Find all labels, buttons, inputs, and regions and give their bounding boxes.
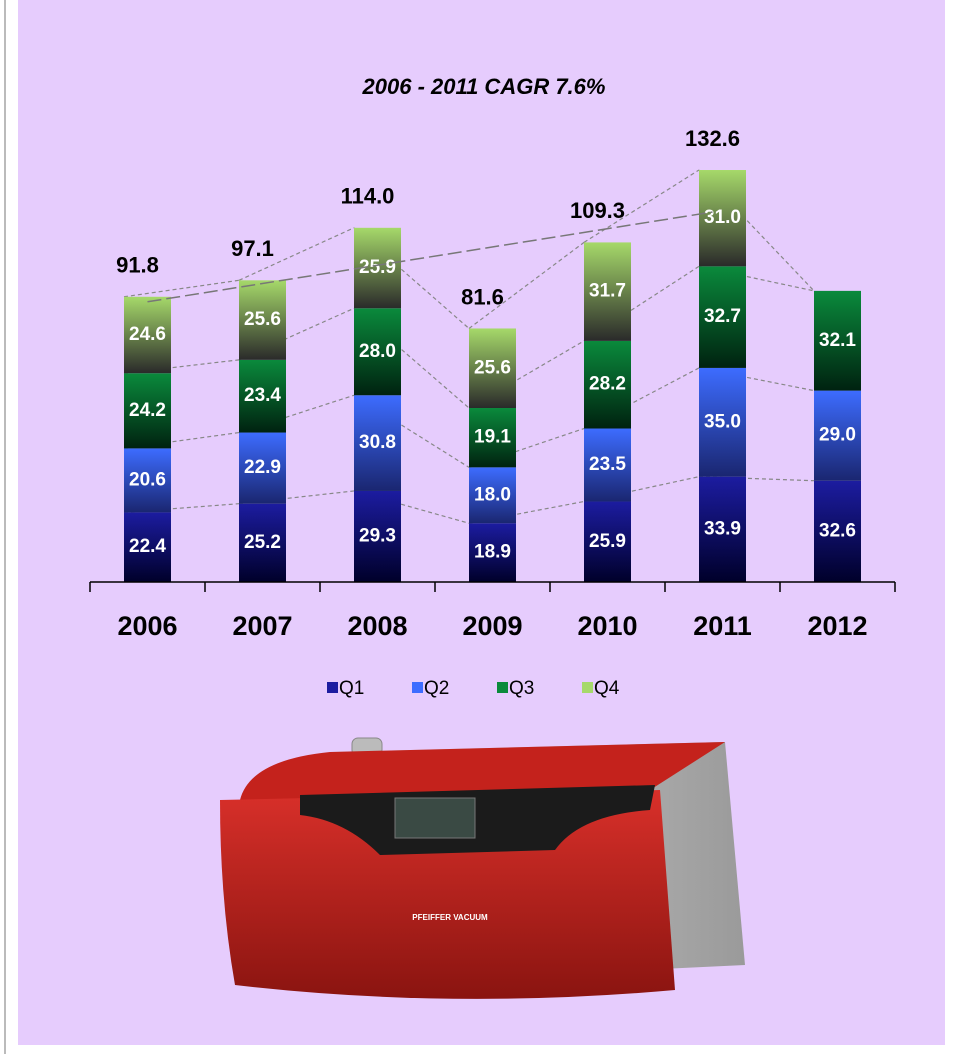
segment-label: 24.2 — [129, 400, 166, 421]
bar-segment — [814, 390, 861, 481]
segment-label: 30.8 — [359, 432, 396, 453]
segment-label: 25.9 — [589, 531, 626, 552]
legend-label: Q2 — [424, 678, 449, 699]
connector — [583, 476, 700, 503]
segment-label: 32.7 — [704, 306, 741, 327]
bar-segment — [699, 367, 746, 477]
bar-segment — [584, 242, 631, 341]
legend-label: Q1 — [339, 678, 364, 699]
segment-label: 29.0 — [819, 425, 856, 446]
legend-label: Q4 — [594, 678, 620, 699]
connector — [353, 227, 470, 329]
segment-label: 32.6 — [819, 520, 856, 541]
segment-label: 35.0 — [704, 411, 741, 432]
bar-segment — [469, 328, 516, 409]
x-tick-label: 2007 — [232, 611, 292, 641]
bar-segment — [239, 359, 286, 433]
segment-label: 18.9 — [474, 542, 511, 563]
legend-swatch — [582, 682, 593, 693]
total-label: 97.1 — [231, 236, 274, 261]
segment-label: 31.7 — [589, 281, 626, 302]
x-tick-label: 2010 — [577, 611, 637, 641]
segment-label: 22.4 — [129, 536, 166, 557]
connector — [468, 427, 585, 468]
connector — [123, 503, 240, 514]
bar-segment — [699, 476, 746, 582]
segment-label: 18.0 — [474, 484, 511, 505]
bar-segment — [124, 296, 171, 374]
trend-line — [147, 211, 713, 303]
connector — [698, 265, 815, 292]
bar-segment — [124, 512, 171, 582]
x-tick-label: 2008 — [347, 611, 407, 641]
connector — [238, 490, 355, 505]
segment-label: 25.6 — [244, 309, 281, 330]
segment-label: 29.3 — [359, 525, 396, 546]
legend-swatch — [327, 682, 338, 693]
segment-label: 23.4 — [244, 385, 281, 406]
segment-label: 19.1 — [474, 427, 511, 448]
chart-title: 2006 - 2011 CAGR 7.6% — [362, 74, 606, 99]
product-label: PFEIFFER VACUUM — [412, 913, 488, 922]
x-tick-label: 2006 — [117, 611, 177, 641]
segment-label: 32.1 — [819, 330, 856, 351]
bar-segment — [124, 373, 171, 449]
connector — [468, 241, 585, 329]
bar-segment — [354, 490, 401, 582]
x-tick-label: 2012 — [807, 611, 867, 641]
segment-label: 20.6 — [129, 469, 166, 490]
bar-segment — [239, 503, 286, 582]
connector — [123, 359, 240, 374]
segment-label: 25.9 — [359, 257, 396, 278]
connector — [123, 431, 240, 449]
connector — [698, 476, 815, 482]
connector — [468, 500, 585, 524]
bar-segment — [354, 308, 401, 396]
bar-segment — [584, 340, 631, 429]
connector — [123, 279, 240, 298]
bar-segment — [814, 290, 861, 391]
segment-label: 28.0 — [359, 341, 396, 362]
segment-label: 25.6 — [474, 357, 511, 378]
segment-label: 22.9 — [244, 457, 281, 478]
legend-swatch — [497, 682, 508, 693]
total-label: 81.6 — [461, 284, 504, 309]
x-tick-label: 2011 — [693, 611, 752, 641]
bar-segment — [354, 395, 401, 491]
connector — [238, 394, 355, 434]
connector — [238, 227, 355, 281]
connector — [698, 367, 815, 392]
segment-label: 24.6 — [129, 324, 166, 345]
segment-label: 31.0 — [704, 207, 741, 228]
bar-segment — [699, 266, 746, 368]
connector — [353, 307, 470, 409]
bar-segment — [469, 467, 516, 524]
total-label: 132.6 — [685, 126, 740, 151]
bar-segment — [469, 408, 516, 468]
legend-swatch — [412, 682, 423, 693]
bar-segment — [814, 480, 861, 582]
bar-segment — [469, 523, 516, 582]
total-label: 114.0 — [341, 184, 395, 209]
bar-segment — [584, 428, 631, 502]
total-label: 109.3 — [570, 198, 625, 223]
segment-label: 23.5 — [589, 454, 626, 475]
bar-segment — [124, 448, 171, 513]
bar-segment — [584, 501, 631, 582]
product-image: PFEIFFER VACUUM — [220, 737, 745, 999]
connector — [583, 169, 700, 243]
bar-segment — [699, 170, 746, 267]
connector — [353, 490, 470, 524]
segment-label: 33.9 — [704, 518, 741, 539]
segment-label: 25.2 — [244, 532, 281, 553]
total-label: 91.8 — [116, 253, 159, 278]
bar-segment — [239, 280, 286, 360]
bar-segment — [239, 432, 286, 504]
segment-label: 28.2 — [589, 374, 626, 395]
x-tick-label: 2009 — [462, 611, 522, 641]
legend-label: Q3 — [509, 678, 534, 699]
